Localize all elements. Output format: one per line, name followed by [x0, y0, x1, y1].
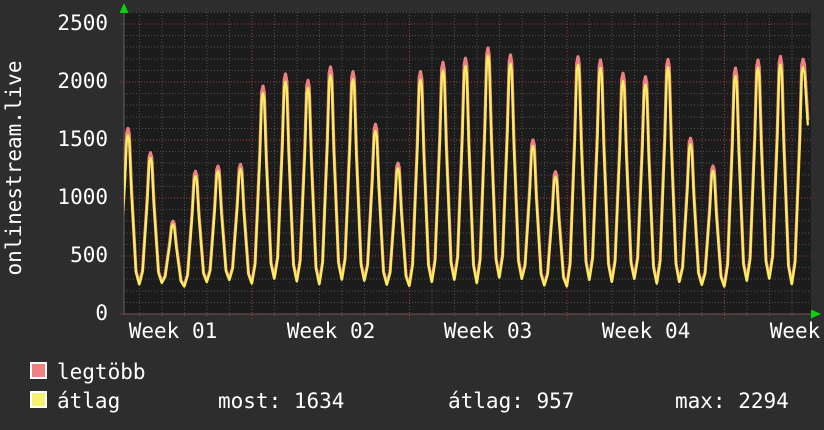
y-tick-label: 1500 [57, 127, 108, 152]
x-tick-label: Week 04 [601, 319, 691, 343]
y-tick-label: 0 [95, 301, 108, 326]
x-tick-label: Week 02 [286, 319, 376, 343]
x-tick-label: Week 03 [443, 319, 533, 343]
x-tick-label: Week 01 [128, 319, 218, 343]
x-axis-arrow-icon [811, 309, 821, 319]
y-tick-label: 500 [70, 243, 108, 268]
legend-label-atlag: átlag [57, 389, 121, 413]
legend-row-atlag: átlag most: 1634 átlag: 957 max: 2294 [0, 389, 824, 415]
legend-row-legtobb: legtöbb [0, 360, 824, 386]
legend-label-legtobb: legtöbb [57, 360, 146, 384]
y-tick-label: 1000 [57, 185, 108, 210]
stat-most: most: 1634 [218, 389, 345, 413]
y-tick-label: 2000 [57, 69, 108, 94]
legend-swatch-legtobb [30, 362, 47, 379]
legend-swatch-atlag [30, 391, 47, 408]
stat-max: max: 2294 [675, 389, 789, 413]
y-axis-arrow-icon [119, 3, 129, 13]
stat-atlag: átlag: 957 [448, 389, 575, 413]
series-avg-line [124, 54, 809, 288]
traffic-chart [119, 3, 821, 319]
y-tick-label: 2500 [57, 11, 108, 36]
x-tick-label: Week [769, 319, 821, 343]
